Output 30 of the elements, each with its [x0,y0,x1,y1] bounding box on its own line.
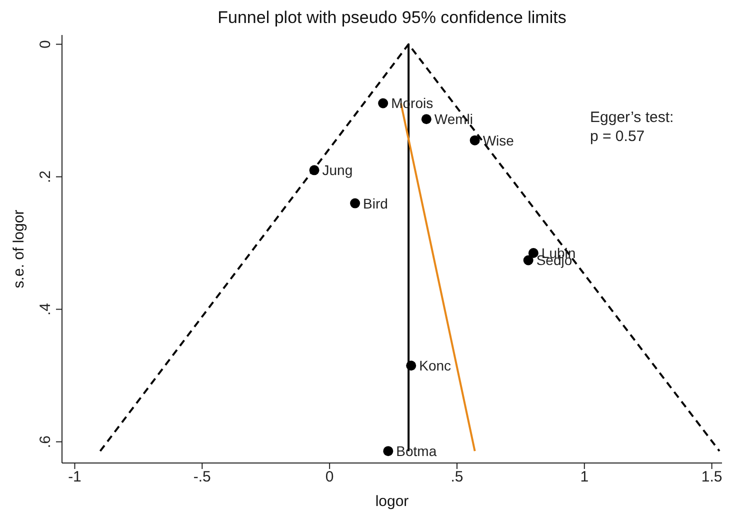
y-tick-label: .2 [37,170,54,184]
x-tick-label: 0 [325,468,334,486]
annotation: Wise [482,132,514,148]
x-tick-label: -.5 [193,468,211,486]
annotation: Botma [396,443,437,460]
x-tick-label: 1 [580,468,589,486]
y-tick-label: .4 [37,303,54,316]
point [528,248,538,258]
annotation: p = 0.57 [590,127,646,146]
x-axis-title: logor [375,493,409,510]
point [383,446,394,456]
annotation: Konc [419,358,452,374]
x-tick-label: 1.5 [701,468,722,486]
point [406,360,416,371]
point [523,255,534,266]
annotation: Jung [322,162,353,178]
y-axis-title: s.e. of logor [10,210,28,288]
point [309,165,320,176]
y-tick-label: .6 [37,436,54,448]
x-tick-label: -1 [68,468,82,486]
annotation: Wemli [434,111,474,128]
annotation: Egger’s test: [590,108,674,127]
chart-title: Funnel plot with pseudo 95% confidence limits [216,8,568,28]
point [421,114,432,124]
point [350,198,360,208]
point [378,98,388,108]
point [470,135,480,146]
x-tick-label: .5 [450,468,464,486]
annotation: Bird [363,195,388,212]
y-tick-label: 0 [37,40,54,48]
